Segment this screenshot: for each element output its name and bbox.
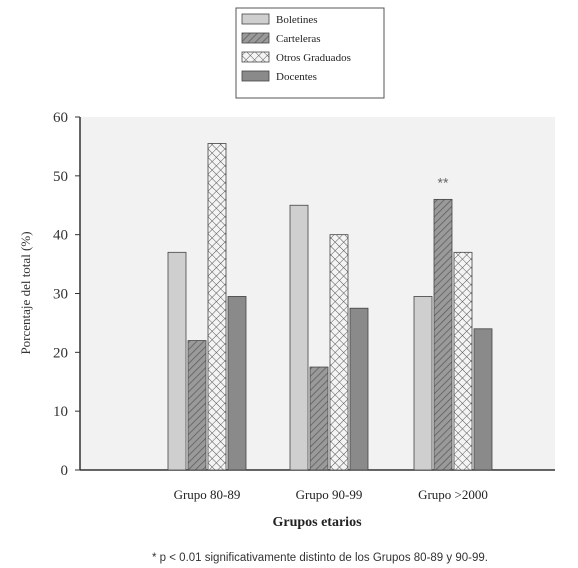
footnote: * p < 0.01 significativamente distinto d… [152,552,488,564]
bar-docentes [473,328,493,471]
y-tick-label: 60 [53,110,68,126]
bar-boletines [413,296,433,471]
bar-docentes [349,307,369,471]
y-tick-label: 0 [61,463,69,479]
x-axis-title: Grupos etarios [272,515,362,530]
legend-label: Boletines [276,14,318,26]
bar-carteleras [309,366,329,471]
legend-swatch [241,70,270,82]
y-tick-label: 20 [53,345,68,361]
bar-boletines [289,204,309,471]
legend-swatch [241,51,270,63]
y-tick-label: 50 [53,169,68,185]
bar-otros-graduados [207,143,227,471]
legend-label: Otros Graduados [276,52,351,64]
x-tick-label: Grupo 90-99 [296,487,363,502]
bar-otros-graduados [329,234,349,471]
plot-area: 0 10 20 30 40 50 60 Grupo 80-89 Grupo 90-99 Grup… [53,110,555,502]
legend-label: Carteleras [276,33,321,45]
y-tick-label: 40 [53,228,68,244]
legend-label: Docentes [276,71,317,83]
significance-annotation: ** [438,174,449,190]
bar-boletines [167,251,187,471]
y-axis-title: Porcentaje del total (%) [18,231,33,354]
legend: Boletines Carteleras Otros Graduados Docent… [235,7,385,99]
bar-carteleras [187,340,207,471]
bar-otros-graduados [453,251,473,471]
y-tick-label: 30 [53,287,68,303]
bar-carteleras [433,198,453,471]
bar-docentes [227,296,247,471]
legend-swatch [241,32,270,44]
x-tick-label: Grupo >2000 [418,487,488,502]
y-tick-label: 10 [53,404,68,420]
x-tick-label: Grupo 80-89 [174,487,241,502]
legend-swatch [241,13,270,25]
